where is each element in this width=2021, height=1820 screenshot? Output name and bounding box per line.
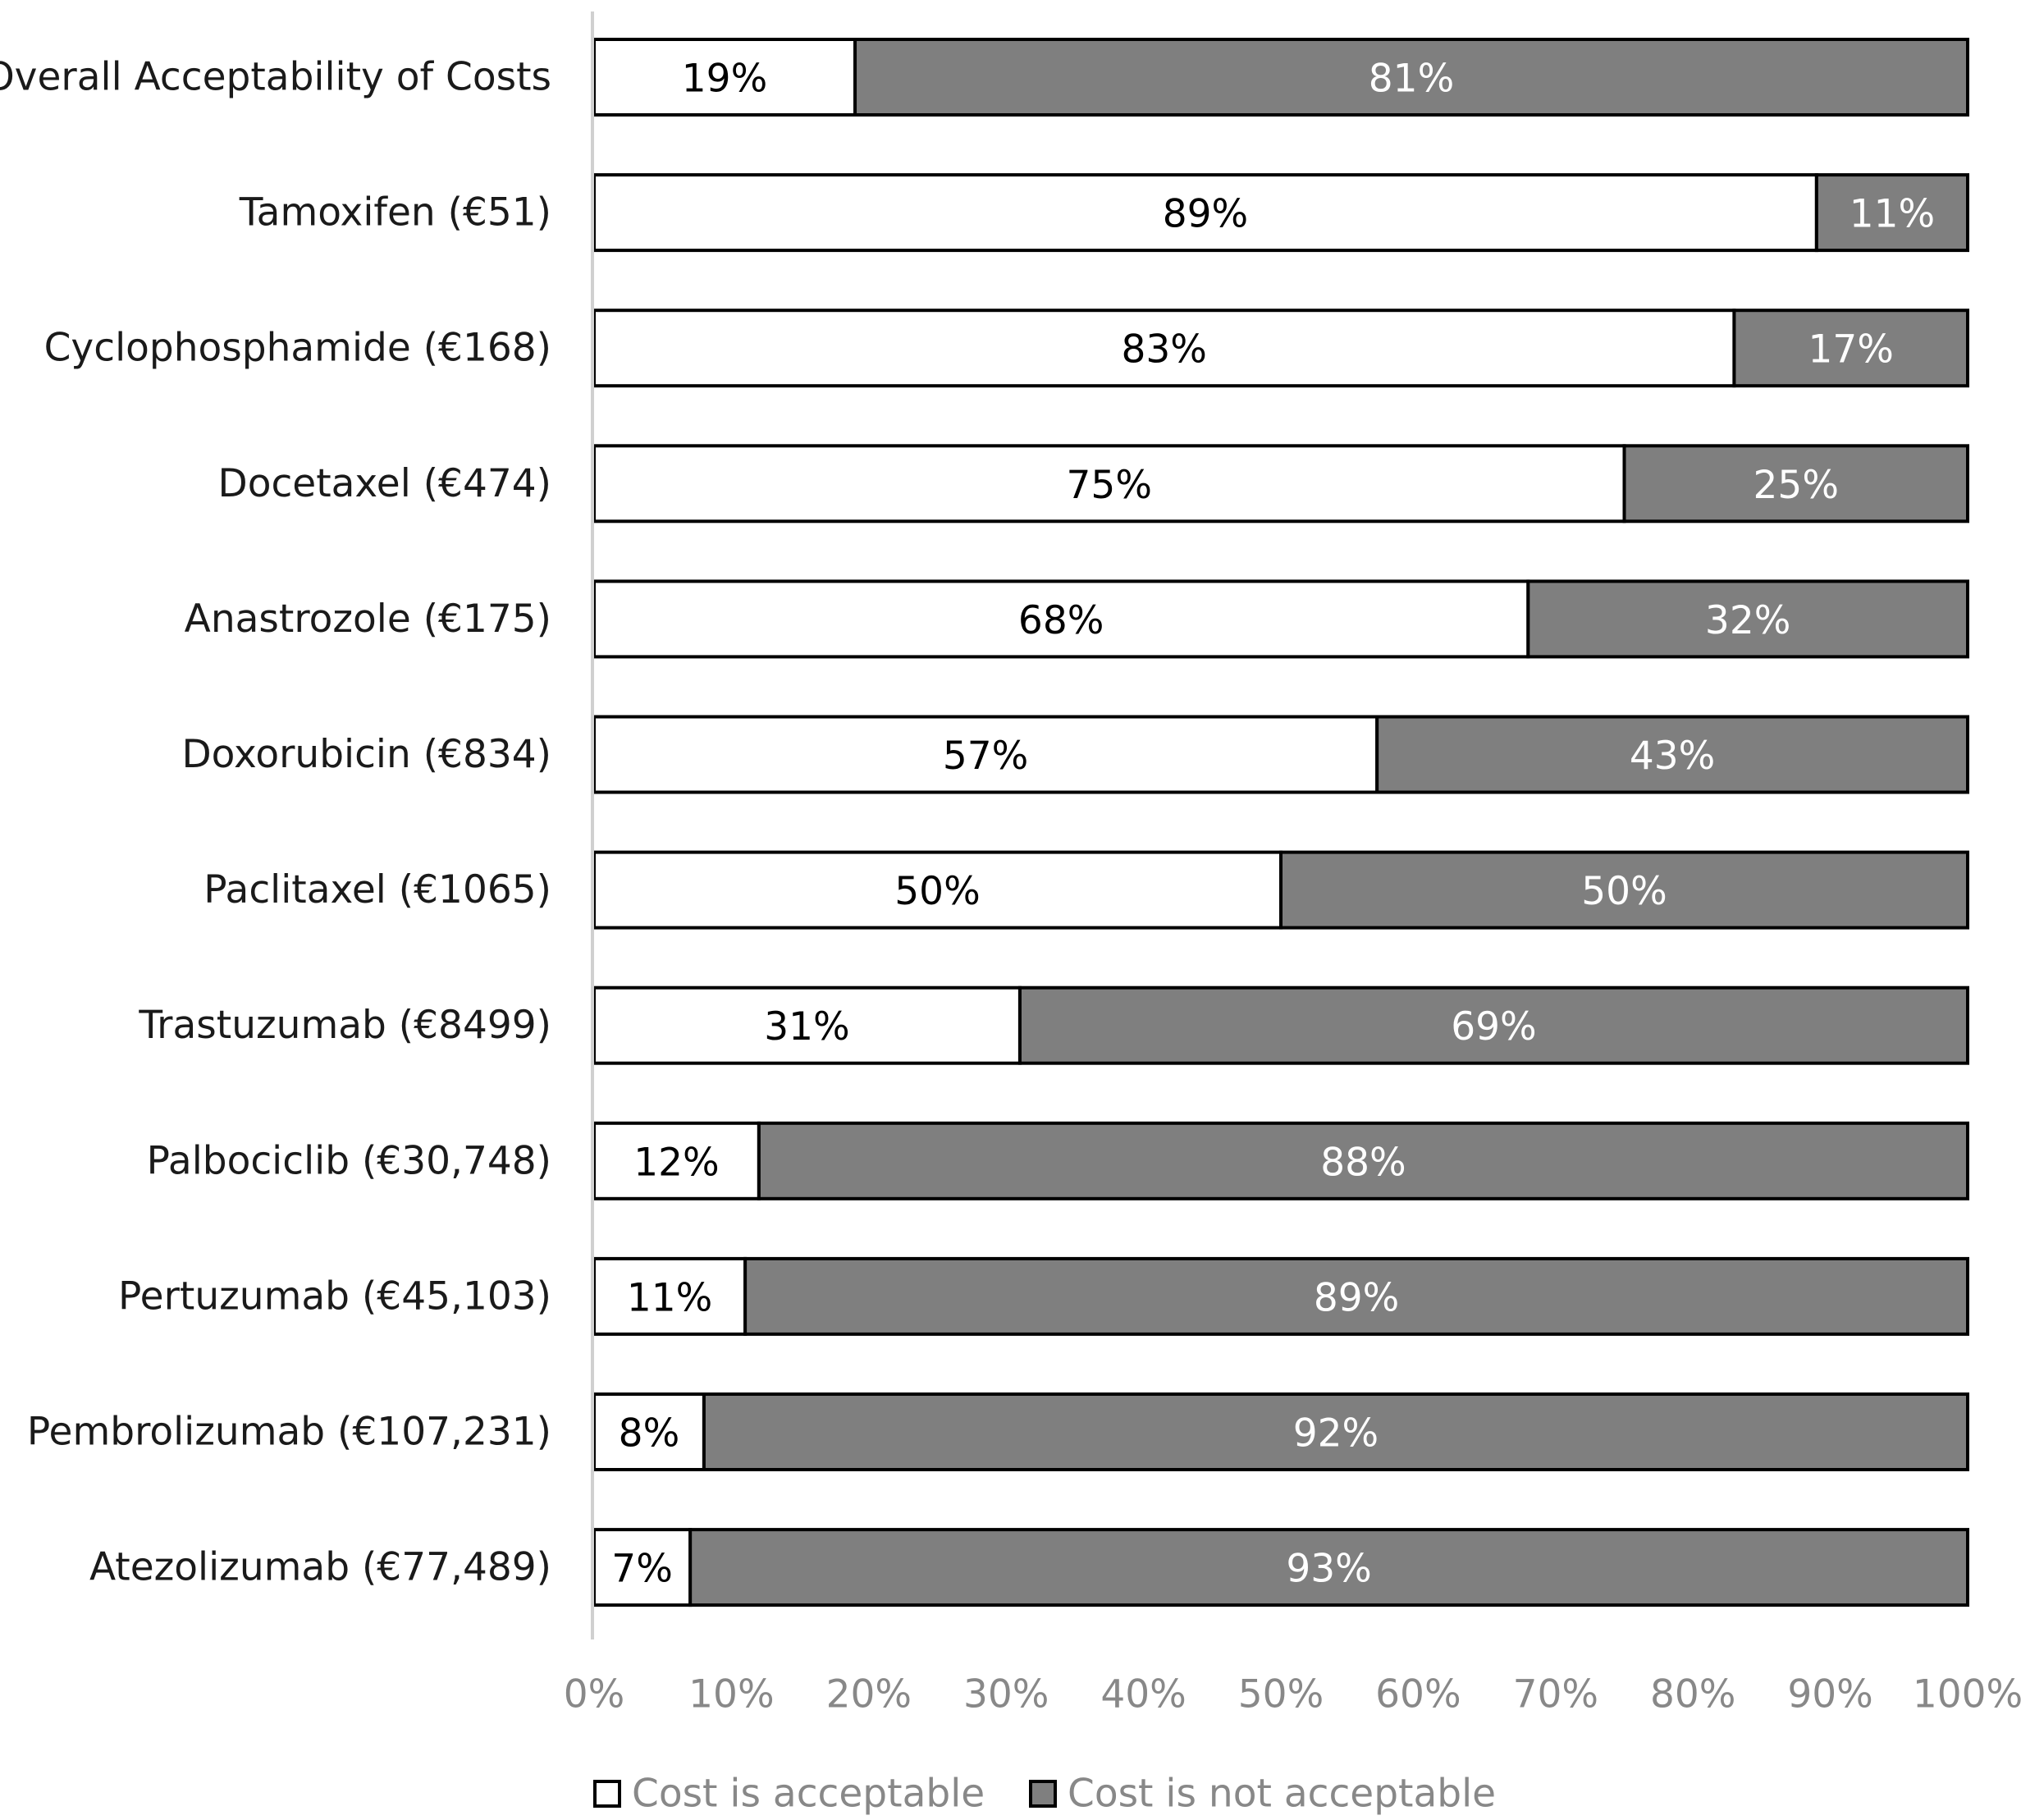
x-tick-label: 80% [1650, 1672, 1735, 1717]
bar-segment-not-acceptable [702, 1392, 1969, 1471]
bar-segment-acceptable [592, 309, 1736, 388]
x-tick-label: 40% [1100, 1672, 1186, 1717]
data-label: 89% [1163, 192, 1248, 237]
data-label: 57% [943, 734, 1028, 779]
x-tick-label: 50% [1238, 1672, 1324, 1717]
category-labels: Overall Acceptability of Costs Tamoxifen … [0, 55, 551, 1590]
bar-segment-not-acceptable [1279, 850, 1969, 930]
legend-label: Cost is acceptable [632, 1772, 985, 1817]
bar-segment-not-acceptable [1814, 173, 1970, 253]
x-tick-label: 20% [826, 1672, 912, 1717]
category-label: Cyclophosphamide (€168) [44, 326, 551, 371]
bars-layer [592, 38, 1970, 1607]
data-label: 88% [1320, 1140, 1406, 1185]
data-label: 12% [633, 1140, 719, 1185]
data-label: 50% [1581, 869, 1667, 914]
data-label: 92% [1293, 1411, 1379, 1456]
category-label: Doxorubicin (€834) [181, 732, 551, 777]
data-label: 81% [1369, 57, 1454, 102]
bar-segment-not-acceptable [1017, 985, 1969, 1065]
data-label: 50% [894, 869, 980, 914]
bar-segment-acceptable [592, 1528, 693, 1607]
bar-segment-acceptable [592, 173, 1818, 253]
bar-segment-acceptable [592, 1256, 748, 1336]
legend-swatch-acceptable [593, 1780, 621, 1808]
data-label: 68% [1018, 598, 1104, 643]
bar-segment-not-acceptable [757, 1121, 1969, 1200]
category-label: Pembrolizumab (€107,231) [27, 1410, 551, 1455]
x-tick-label: 100% [1913, 1672, 2021, 1717]
x-tick-label: 90% [1787, 1672, 1872, 1717]
data-label: 11% [627, 1275, 712, 1320]
legend-label: Cost is not acceptable [1068, 1772, 1496, 1817]
data-label: 31% [764, 1004, 849, 1049]
bar-segment-acceptable [592, 444, 1626, 524]
x-axis-tick-labels: 0% 10% 20% 30% 40% 50% 60% 70% 80% 90% 100% [564, 1672, 2021, 1717]
x-tick-label: 0% [564, 1672, 625, 1717]
category-label: Docetaxel (€474) [218, 461, 552, 506]
x-tick-label: 60% [1375, 1672, 1461, 1717]
category-label: Anastrozole (€175) [185, 597, 551, 642]
bar-segment-not-acceptable [1732, 309, 1969, 388]
category-label: Paclitaxel (€1065) [203, 867, 551, 912]
category-label: Overall Acceptability of Costs [0, 55, 551, 100]
data-label: 75% [1067, 463, 1152, 508]
data-label: 43% [1630, 734, 1715, 779]
category-label: Atezolizumab (€77,489) [89, 1545, 551, 1590]
x-tick-label: 10% [688, 1672, 774, 1717]
category-label: Trastuzumab (€8499) [138, 1003, 551, 1048]
legend: Cost is acceptable Cost is not acceptable [593, 1772, 1496, 1817]
data-label: 8% [619, 1411, 680, 1456]
x-tick-label: 70% [1513, 1672, 1598, 1717]
data-label: 17% [1808, 327, 1893, 373]
bar-segment-not-acceptable [688, 1528, 1969, 1607]
bar-segment-not-acceptable [743, 1256, 1969, 1336]
data-label: 11% [1850, 192, 1935, 237]
data-label: 19% [682, 57, 767, 102]
data-label: 7% [611, 1547, 673, 1592]
x-tick-label: 30% [963, 1672, 1049, 1717]
bar-segment-acceptable [592, 850, 1283, 930]
data-label: 83% [1121, 327, 1206, 373]
category-label: Palbociclib (€30,748) [147, 1138, 551, 1183]
value-labels: 19% 81% 89% 11% 83% 17% 75% 25% 68% 32% 57% 43% 50% 5… [611, 57, 1935, 1592]
category-label: Tamoxifen (€51) [239, 190, 551, 236]
bar-segment-not-acceptable [1622, 444, 1969, 524]
data-label: 25% [1754, 463, 1839, 508]
data-label: 93% [1286, 1547, 1371, 1592]
data-label: 32% [1705, 598, 1790, 643]
category-label: Pertuzumab (€45,103) [118, 1274, 551, 1319]
bar-segment-not-acceptable [1375, 715, 1970, 794]
data-label: 69% [1451, 1004, 1536, 1049]
data-label: 89% [1314, 1275, 1399, 1320]
bar-segment-not-acceptable [853, 38, 1969, 117]
bar-segment-not-acceptable [1526, 579, 1969, 659]
legend-swatch-not-acceptable [1029, 1780, 1057, 1808]
